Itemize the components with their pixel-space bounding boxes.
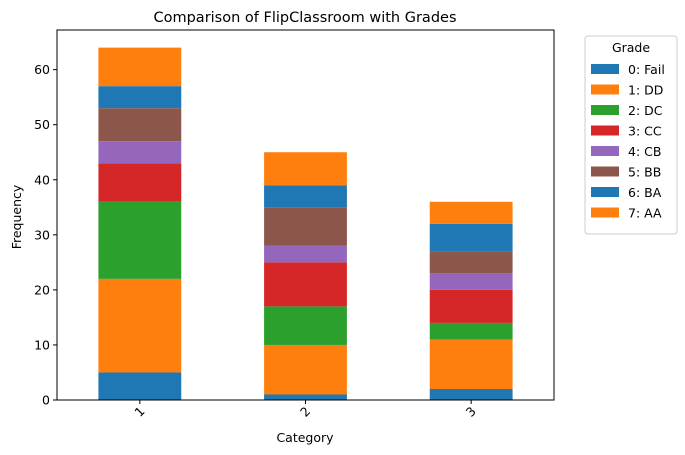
- y-tick-label-60: 60: [34, 62, 50, 77]
- legend-swatch-2: [591, 105, 619, 115]
- legend-swatch-3: [591, 125, 619, 136]
- y-tick-label-50: 50: [34, 117, 50, 132]
- bar-segment-cat1-series7: [98, 47, 182, 87]
- bar-segment-cat2-series5: [264, 207, 347, 246]
- legend-swatch-7: [591, 207, 619, 218]
- legend-label-5: 5: BB: [628, 165, 661, 180]
- bars-layer: [98, 47, 513, 400]
- legend-label-3: 3: CC: [628, 124, 662, 139]
- bar-segment-cat3-series1: [429, 339, 513, 389]
- bar-segment-cat3-series7: [429, 201, 513, 224]
- bar-segment-cat3-series6: [429, 223, 513, 252]
- x-axis-label: Category: [276, 430, 334, 445]
- bar-segment-cat1-series2: [98, 201, 182, 279]
- bar-segment-cat2-series0: [264, 394, 347, 400]
- y-tick-label-20: 20: [34, 282, 50, 297]
- y-tick-label-10: 10: [34, 337, 50, 352]
- legend-swatch-5: [591, 166, 619, 177]
- y-tick-label-40: 40: [34, 172, 50, 187]
- bar-segment-cat1-series3: [98, 163, 182, 202]
- legend-label-6: 6: BA: [628, 185, 662, 200]
- bar-segment-cat1-series1: [98, 278, 182, 373]
- legend-swatch-6: [591, 187, 619, 197]
- bar-segment-cat2-series1: [264, 344, 347, 395]
- legend-label-2: 2: DC: [628, 103, 663, 118]
- bar-segment-cat2-series4: [264, 245, 347, 263]
- y-axis-label: Frequency: [9, 184, 24, 249]
- x-tick-label-3: 3: [463, 404, 479, 420]
- bar-segment-cat1-series4: [98, 141, 182, 164]
- legend-label-1: 1: DD: [628, 83, 663, 98]
- bar-segment-cat2-series3: [264, 262, 347, 307]
- bar-segment-cat1-series6: [98, 86, 182, 109]
- bar-segment-cat2-series7: [264, 152, 347, 186]
- y-tick-label-30: 30: [34, 227, 50, 242]
- x-tick-label-1: 1: [131, 404, 147, 420]
- bar-segment-cat3-series0: [429, 388, 513, 400]
- legend-swatch-0: [591, 64, 619, 74]
- bar-segment-cat2-series2: [264, 306, 347, 345]
- legend-label-0: 0: Fail: [628, 62, 665, 77]
- bar-segment-cat1-series0: [98, 372, 182, 400]
- legend-title: Grade: [612, 40, 650, 55]
- chart-title: Comparison of FlipClassroom with Grades: [153, 10, 456, 26]
- legend-label-4: 4: CB: [628, 144, 661, 159]
- bar-segment-cat1-series5: [98, 108, 182, 142]
- legend-swatch-1: [591, 84, 619, 95]
- bar-segment-cat3-series3: [429, 289, 513, 323]
- x-tick-label-2: 2: [297, 404, 313, 420]
- legend-label-7: 7: AA: [628, 206, 662, 221]
- y-tick-label-0: 0: [42, 393, 50, 408]
- bar-segment-cat3-series4: [429, 273, 513, 290]
- bar-segment-cat3-series5: [429, 251, 513, 274]
- legend: Grade 0: Fail 1: DD 2: DC 3: CC 4: CB 5: BB 6:…: [584, 35, 678, 235]
- legend-swatch-4: [591, 146, 619, 156]
- bar-segment-cat2-series6: [264, 185, 347, 208]
- bar-segment-cat3-series2: [429, 322, 513, 340]
